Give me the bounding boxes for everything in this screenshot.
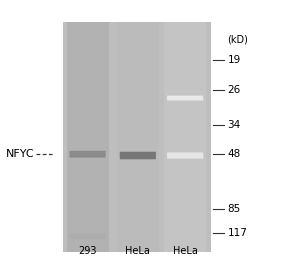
Text: 48: 48	[228, 149, 241, 159]
Text: 85: 85	[228, 204, 241, 214]
FancyBboxPatch shape	[69, 141, 106, 147]
Text: 26: 26	[228, 85, 241, 95]
Text: HeLa: HeLa	[173, 246, 198, 256]
Text: 34: 34	[228, 120, 241, 130]
FancyBboxPatch shape	[120, 152, 156, 159]
FancyBboxPatch shape	[117, 22, 159, 252]
Text: NFYC: NFYC	[6, 149, 34, 159]
FancyBboxPatch shape	[63, 22, 211, 252]
FancyBboxPatch shape	[167, 96, 203, 101]
Text: 293: 293	[78, 246, 97, 256]
FancyBboxPatch shape	[164, 22, 206, 252]
FancyBboxPatch shape	[69, 234, 106, 239]
Text: 19: 19	[228, 55, 241, 65]
FancyBboxPatch shape	[69, 151, 106, 158]
FancyBboxPatch shape	[67, 22, 109, 252]
Text: 117: 117	[228, 228, 247, 238]
FancyBboxPatch shape	[167, 152, 203, 159]
Text: (kD): (kD)	[228, 34, 248, 44]
Text: HeLa: HeLa	[125, 246, 150, 256]
